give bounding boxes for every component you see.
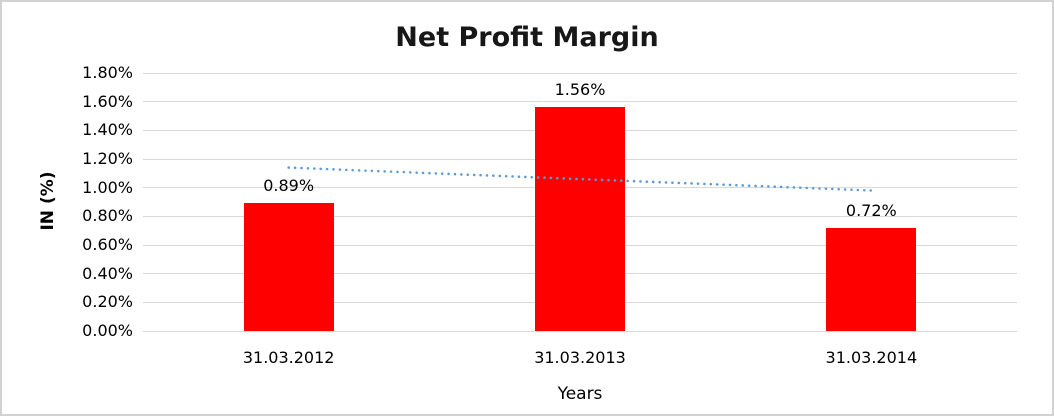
y-axis-title: IN (%) (38, 171, 58, 231)
x-axis-tick-label: 31.03.2012 (242, 348, 335, 367)
y-axis-tick-label: 1.40% (82, 120, 133, 140)
chart-title: Net Profit Margin (395, 22, 659, 53)
y-axis-tick-label: 1.20% (82, 149, 133, 168)
gridline (143, 330, 1017, 332)
y-axis-tick-label: 1.60% (82, 91, 133, 111)
y-axis-tick-label: 0.20% (82, 292, 133, 312)
bar-value-label: 0.89% (263, 176, 315, 196)
bar (535, 107, 625, 331)
gridline (143, 101, 1017, 103)
bar-value-label: 0.72% (845, 200, 897, 220)
gridline (143, 72, 1017, 74)
x-axis-tick-label: 31.03.2013 (534, 348, 626, 367)
y-axis-tick-label: 0.00% (82, 321, 133, 340)
y-axis-tick-label: 0.40% (82, 263, 133, 283)
x-axis-title: Years (557, 384, 603, 404)
bar-value-label: 1.56% (554, 80, 606, 100)
x-axis-tick-label: 31.03.2014 (825, 348, 918, 367)
y-axis-tick-label: 1.80% (82, 63, 133, 82)
y-axis-tick-label: 1.00% (82, 177, 133, 197)
y-axis-tick-label: 0.80% (82, 206, 133, 226)
bar (826, 227, 917, 331)
bar (243, 203, 334, 331)
y-axis-tick-label: 0.60% (82, 235, 133, 254)
